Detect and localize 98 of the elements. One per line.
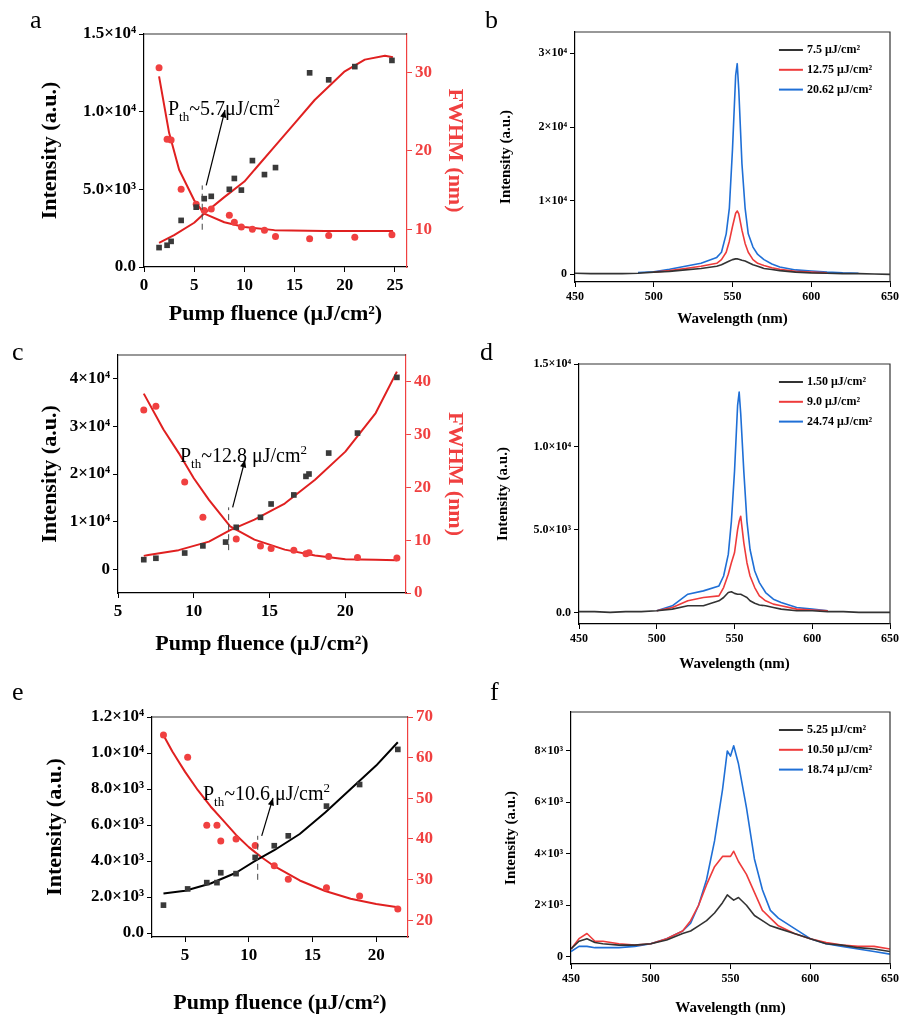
y-tick-label: 1.0×10⁴	[82, 101, 136, 121]
x-tick-label: 500	[647, 631, 666, 646]
y-tick-label: 2.0×10³	[90, 886, 144, 906]
y-axis-title: Intensity (a.u.)	[493, 447, 511, 541]
y2-tick-label: 20	[414, 476, 431, 496]
x-tick-label: 25	[386, 274, 404, 294]
x-tick-label: 550	[723, 289, 742, 304]
x-tick-label: 15	[286, 274, 304, 294]
y-tick-label: 4.0×10³	[90, 850, 144, 870]
legend-label: 1.50 μJ/cm²	[806, 374, 867, 389]
x-tick-label: 5	[113, 600, 123, 620]
y2-tick-label: 0	[414, 582, 423, 602]
x-tick-label: 5	[180, 944, 190, 964]
y2-tick-label: 30	[414, 423, 431, 443]
y-tick-label: 5.0×10³	[82, 178, 136, 198]
x-tick-label: 20	[336, 274, 354, 294]
y-tick-label: 2×10³	[534, 897, 564, 912]
y2-tick-label: 70	[416, 706, 433, 726]
x-tick-label: 15	[261, 600, 279, 620]
y-tick-label: 3×10⁴	[69, 415, 110, 435]
x-tick-label: 500	[641, 971, 660, 986]
chart-title: b	[485, 5, 498, 34]
x-tick-label: 450	[562, 971, 580, 986]
x-tick-label: 5	[189, 274, 199, 294]
y-tick-label: 0.0	[122, 922, 144, 942]
y2-axis-title: FWHM (nm)	[444, 88, 470, 213]
y-tick-label: 1.0×10⁴	[90, 742, 144, 762]
y-tick-label: 8.0×10³	[90, 778, 144, 798]
chart-title: a	[30, 5, 42, 34]
y-tick-label: 0	[101, 558, 110, 578]
x-tick-label: 15	[303, 944, 321, 964]
x-tick-label: 550	[721, 971, 740, 986]
x-axis-title: Pump fluence (μJ/cm²)	[155, 630, 369, 656]
legend-label: 12.75 μJ/cm²	[806, 61, 873, 76]
y2-tick-label: 50	[416, 787, 433, 807]
y-tick-label: 3×10⁴	[538, 45, 568, 60]
legend-label: 20.62 μJ/cm²	[806, 81, 873, 96]
y2-tick-label: 10	[414, 529, 431, 549]
legend-label: 5.25 μJ/cm²	[806, 722, 867, 737]
y-tick-label: 1×10⁴	[538, 192, 568, 207]
legend-label: 10.50 μJ/cm²	[806, 741, 873, 756]
y-tick-label: 4×10⁴	[69, 368, 110, 388]
y-tick-label: 5.0×10³	[533, 521, 572, 536]
y2-tick-label: 40	[414, 370, 431, 390]
y-tick-label: 1.0×10⁴	[533, 438, 572, 453]
x-tick-label: 600	[802, 289, 821, 304]
x-tick-label: 450	[570, 631, 588, 646]
x-tick-label: 20	[336, 600, 354, 620]
y2-tick-label: 60	[416, 747, 433, 767]
x-axis-title: Pump fluence (μJ/cm²)	[173, 989, 387, 1015]
y-tick-label: 1.5×10⁴	[533, 356, 572, 371]
x-tick-label: 650	[881, 631, 899, 646]
legend-label: 18.74 μJ/cm²	[806, 761, 873, 776]
x-axis-title: Wavelength (nm)	[675, 998, 786, 1016]
x-tick-label: 450	[566, 289, 584, 304]
x-axis-title: Pump fluence (μJ/cm²)	[168, 300, 383, 326]
y-tick-label: 6.0×10³	[90, 814, 144, 834]
x-tick-label: 600	[801, 971, 820, 986]
x-tick-label: 650	[881, 289, 899, 304]
y2-axis-title: FWHM (nm)	[444, 411, 470, 537]
y-axis-title: Intensity (a.u.)	[496, 110, 514, 204]
y-tick-label: 4×10³	[534, 845, 564, 860]
y-tick-label: 1×10⁴	[69, 510, 110, 530]
y2-tick-label: 30	[415, 61, 432, 81]
y2-tick-label: 30	[416, 869, 433, 889]
y-tick-label: 2×10⁴	[538, 119, 568, 134]
y2-tick-label: 10	[415, 218, 432, 238]
y-axis-title: Intensity (a.u.)	[35, 405, 61, 543]
y-tick-label: 0.0	[556, 604, 571, 619]
legend-label: 9.0 μJ/cm²	[806, 393, 861, 408]
x-tick-label: 10	[235, 274, 253, 294]
x-tick-label: 10	[185, 600, 203, 620]
x-tick-label: 550	[725, 631, 744, 646]
y-tick-label: 1.5×10⁴	[82, 23, 136, 43]
chart-title: c	[12, 337, 24, 366]
chart-title: d	[480, 337, 493, 366]
y-tick-label: 8×10³	[534, 743, 564, 758]
x-tick-label: 500	[644, 289, 663, 304]
y-axis-title: Intensity (a.u.)	[40, 758, 66, 896]
y-tick-label: 2×10⁴	[69, 463, 110, 483]
y-tick-label: 0.0	[114, 256, 136, 276]
y-axis-title: Intensity (a.u.)	[35, 81, 61, 220]
x-tick-label: 10	[240, 944, 258, 964]
y2-tick-label: 20	[416, 909, 433, 929]
legend-label: 7.5 μJ/cm²	[806, 42, 861, 57]
y-tick-label: 6×10³	[534, 794, 564, 809]
y-axis-title: Intensity (a.u.)	[501, 791, 519, 885]
x-tick-label: 600	[803, 631, 822, 646]
chart-title: f	[490, 677, 499, 706]
y2-tick-label: 20	[415, 140, 432, 160]
y2-tick-label: 40	[416, 828, 433, 848]
x-axis-title: Wavelength (nm)	[677, 309, 788, 327]
x-axis-title: Wavelength (nm)	[679, 654, 790, 672]
legend-label: 24.74 μJ/cm²	[806, 413, 873, 428]
x-tick-label: 650	[881, 971, 899, 986]
chart-title: e	[12, 677, 24, 706]
y-tick-label: 1.2×10⁴	[90, 706, 144, 726]
x-tick-label: 20	[367, 944, 385, 964]
